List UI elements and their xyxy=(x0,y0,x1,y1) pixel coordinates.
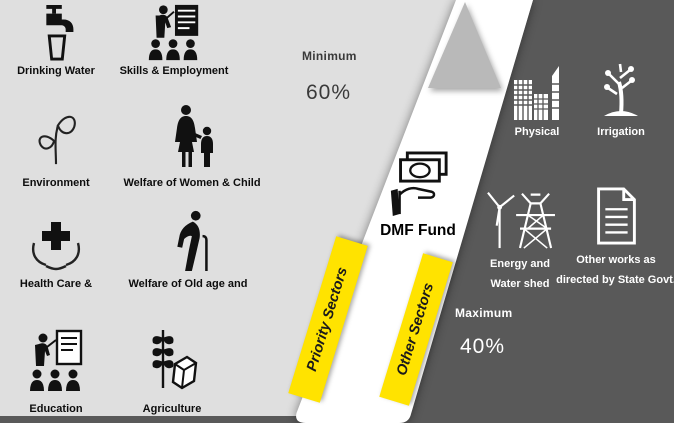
healthcare-hands-icon xyxy=(32,222,80,271)
sector-label-line1: Energy and xyxy=(490,258,550,270)
sector-label: Environment xyxy=(22,177,90,189)
maximum-label: Maximum xyxy=(455,306,513,320)
agriculture-icon xyxy=(152,330,198,390)
sector-label: Welfare of Old age and xyxy=(128,278,248,290)
sector-label: Skills & Employment xyxy=(119,65,229,77)
minimum-label: Minimum xyxy=(302,49,357,63)
white-ribbon-band xyxy=(296,0,533,423)
tree-icon xyxy=(604,63,638,116)
sector-label: Welfare of Women & Child xyxy=(123,177,261,189)
faucet-icon xyxy=(46,4,74,61)
sector-agriculture: Agriculture xyxy=(116,328,228,416)
sector-irrigation: Irrigation xyxy=(582,62,660,142)
sector-label: Agriculture xyxy=(142,403,202,415)
sector-other-works: Other works as directed by State Govt. xyxy=(556,186,674,290)
sector-drinking-water: Drinking Water xyxy=(0,4,112,78)
sector-label-line1: Other works as xyxy=(576,254,656,266)
wind-pylon-icon xyxy=(487,192,555,249)
sector-welfare-women-child: Welfare of Women & Child xyxy=(116,103,268,190)
sector-environment: Environment xyxy=(0,110,112,190)
sector-health-care: Health Care & xyxy=(0,216,112,291)
plant-icon xyxy=(38,115,76,165)
dmf-fund: DMF Fund xyxy=(370,148,466,240)
money-hand-icon xyxy=(390,151,448,216)
sector-label: Drinking Water xyxy=(17,65,95,77)
education-icon xyxy=(30,329,83,391)
sector-welfare-old-age: Welfare of Old age and xyxy=(112,208,264,291)
elderly-icon xyxy=(177,210,208,272)
sector-label: Irrigation xyxy=(597,126,645,138)
sector-education: Education xyxy=(0,328,112,416)
minimum-value: 60% xyxy=(306,81,352,104)
sector-label: Education xyxy=(29,403,83,415)
sector-label-line2: Water shed xyxy=(490,278,550,290)
sector-label-line2: directed by State Govt. xyxy=(556,274,674,286)
dmf-fund-label: DMF Fund xyxy=(380,222,456,239)
buildings-icon xyxy=(514,66,559,120)
woman-child-icon xyxy=(175,105,213,167)
document-icon xyxy=(597,187,636,245)
sector-label: Health Care & xyxy=(19,278,93,290)
sector-label: Physical xyxy=(514,126,560,138)
maximum-value: 40% xyxy=(460,335,506,358)
sector-skills-employment: Skills & Employment xyxy=(116,2,232,78)
dark-panel xyxy=(407,0,674,423)
arrow-triangle-icon xyxy=(428,2,501,88)
sector-energy-watershed: Energy and Water shed xyxy=(478,182,562,294)
training-icon xyxy=(148,4,199,61)
sector-physical: Physical xyxy=(498,64,576,142)
